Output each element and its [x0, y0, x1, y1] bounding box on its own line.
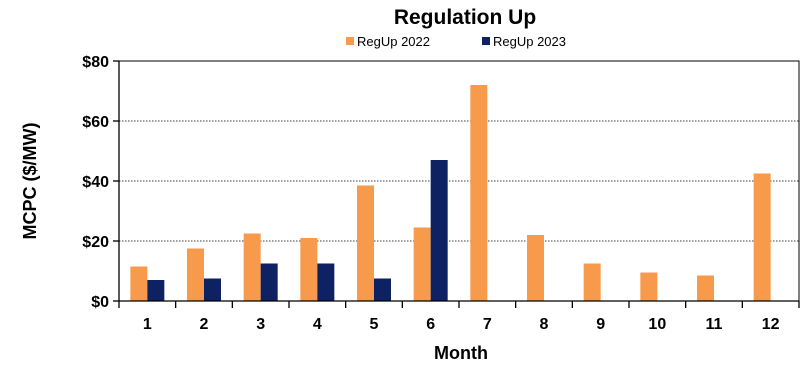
x-axis-ticks: 1 2 3 4 5 6 7 8 9 10 11 12: [118, 301, 800, 333]
y-tick-label: $0: [91, 294, 109, 311]
bar-regup-2022-month-2: [187, 248, 204, 301]
y-tick-label: $40: [82, 174, 109, 191]
bar-regup-2022-month-4: [300, 238, 318, 301]
bar-regup-2022-month-11: [697, 275, 714, 301]
x-tick-label: 8: [540, 316, 549, 333]
bar-regup-2023-month-4: [317, 263, 335, 301]
bar-regup-2023-month-1: [147, 280, 165, 301]
y-axis-title: MCPC ($/MW): [20, 123, 40, 240]
x-tick-label: 1: [143, 316, 152, 333]
x-axis-title: Month: [434, 343, 488, 363]
x-tick-label: 12: [762, 316, 780, 333]
legend-label-regup-2022: RegUp 2022: [357, 34, 430, 49]
x-tick-label: 4: [313, 316, 322, 333]
bar-regup-2022-month-9: [583, 263, 601, 301]
bar-regup-2022-month-6: [413, 227, 431, 301]
y-axis-ticks: $0 $20 $40 $60 $80: [82, 54, 119, 311]
bar-regup-2023-month-5: [374, 278, 391, 301]
x-tick-label: 7: [483, 316, 492, 333]
x-tick-label: 11: [706, 316, 723, 333]
x-tick-label: 3: [256, 316, 265, 333]
x-tick-label: 2: [200, 316, 209, 333]
legend: RegUp 2022 RegUp 2023: [346, 34, 566, 49]
gridlines: [119, 120, 799, 242]
bar-regup-2023-month-3: [260, 263, 278, 301]
bar-regup-2022-month-3: [243, 233, 261, 301]
bar-regup-2022-month-12: [753, 173, 771, 301]
legend-swatch-regup-2022: [346, 37, 354, 45]
x-tick-label: 6: [426, 316, 435, 333]
x-tick-label: 10: [648, 316, 666, 333]
x-tick-label: 9: [596, 316, 605, 333]
y-tick-label: $20: [82, 234, 109, 251]
chart-title: Regulation Up: [394, 6, 536, 29]
bars: [130, 85, 771, 301]
y-tick-label: $60: [82, 114, 109, 131]
bar-regup-2022-month-8: [527, 235, 544, 301]
legend-label-regup-2023: RegUp 2023: [493, 34, 566, 49]
bar-regup-2022-month-10: [640, 272, 658, 301]
legend-swatch-regup-2023: [482, 37, 490, 45]
bar-regup-2022-month-5: [357, 185, 374, 301]
bar-regup-2023-month-2: [204, 278, 221, 301]
bar-regup-2022-month-7: [470, 85, 488, 301]
x-tick-label: 5: [370, 316, 379, 333]
bar-regup-2022-month-1: [130, 266, 148, 301]
y-tick-label: $80: [82, 54, 109, 71]
bar-regup-2023-month-6: [430, 160, 448, 301]
